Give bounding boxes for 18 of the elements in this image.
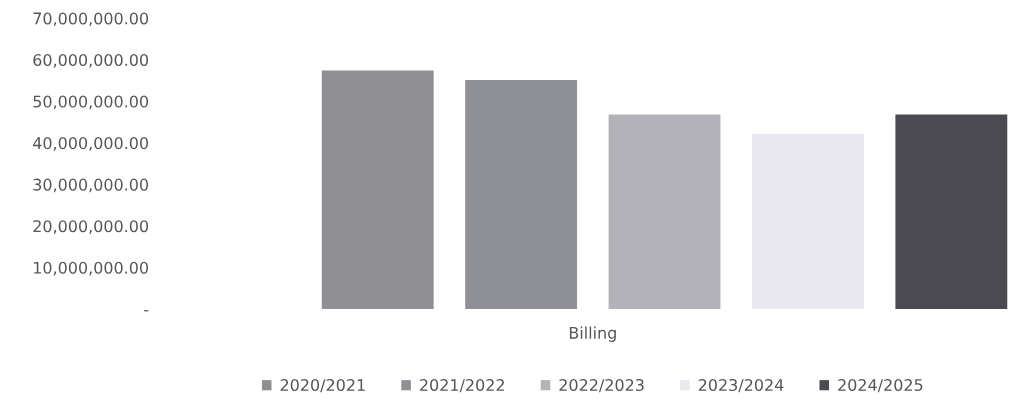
bar bbox=[608, 114, 721, 310]
y-tick-label: 20,000,000.00 bbox=[33, 220, 149, 234]
legend-label: 2020/2021 bbox=[280, 378, 365, 393]
y-tick-label: - bbox=[144, 310, 149, 312]
y-tick-label: 40,000,000.00 bbox=[33, 137, 149, 151]
legend-label: 2023/2024 bbox=[698, 378, 784, 393]
legend-label: 2024/2025 bbox=[838, 378, 923, 393]
legend-label: 2021/2022 bbox=[420, 378, 504, 393]
bar bbox=[465, 80, 578, 310]
y-tick-label: 60,000,000.00 bbox=[33, 53, 149, 68]
y-tick-label: 70,000,000.00 bbox=[33, 12, 149, 27]
x-axis-title: Billing bbox=[569, 326, 616, 342]
legend-label: 2022/2023 bbox=[559, 378, 644, 393]
y-tick-label: 50,000,000.00 bbox=[33, 95, 149, 110]
bar bbox=[321, 70, 434, 310]
bar bbox=[895, 114, 1008, 310]
y-tick-label: 30,000,000.00 bbox=[33, 178, 149, 193]
y-tick-label: 10,000,000.00 bbox=[34, 261, 149, 276]
